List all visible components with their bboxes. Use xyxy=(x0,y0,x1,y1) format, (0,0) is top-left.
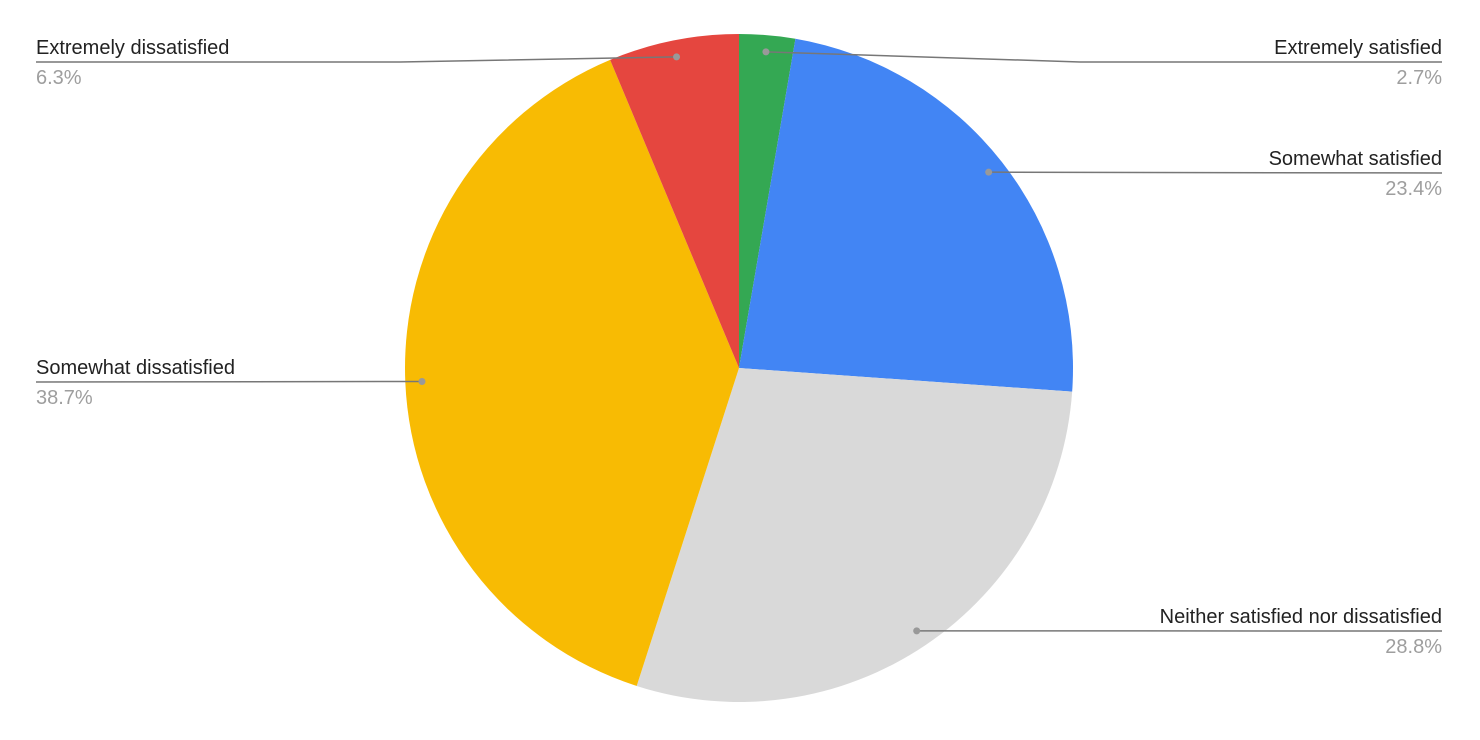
leader-line-extremely-satisfied xyxy=(765,51,1442,63)
slice-extremely-satisfied[interactable] xyxy=(739,34,796,368)
leader-dot-neither-satisfied-nor-dissatisfied xyxy=(913,627,921,635)
slice-percentage: 28.8% xyxy=(1385,636,1442,658)
slice-percentage: 23.4% xyxy=(1385,178,1442,200)
leader-dot-somewhat-satisfied xyxy=(985,168,993,176)
pie-slices xyxy=(404,34,1074,703)
leader-line-extremely-dissatisfied xyxy=(36,56,677,63)
slice-extremely-dissatisfied[interactable] xyxy=(610,34,739,368)
slice-label: Extremely dissatisfied xyxy=(36,37,229,59)
leader-dot-extremely-dissatisfied xyxy=(673,53,681,61)
slice-labels: Extremely satisfied 2.7% Somewhat satisfie… xyxy=(36,37,1442,658)
leader-line-somewhat-dissatisfied xyxy=(35,380,422,383)
slice-label: Somewhat dissatisfied xyxy=(36,357,235,379)
leader-lines xyxy=(35,48,1443,635)
leader-dot-somewhat-dissatisfied xyxy=(418,377,426,385)
slice-neither-satisfied-nor-dissatisfied[interactable] xyxy=(636,368,1073,703)
slice-percentage: 6.3% xyxy=(36,67,82,89)
slice-percentage: 2.7% xyxy=(1396,67,1442,89)
slice-label: Neither satisfied nor dissatisfied xyxy=(1160,606,1442,628)
slice-somewhat-dissatisfied[interactable] xyxy=(404,59,739,686)
leader-dot-extremely-satisfied xyxy=(762,48,770,56)
slice-label: Somewhat satisfied xyxy=(1269,148,1442,170)
leader-line-somewhat-satisfied xyxy=(988,171,1443,174)
slice-label: Extremely satisfied xyxy=(1274,37,1442,59)
slice-somewhat-satisfied[interactable] xyxy=(739,38,1074,392)
slice-percentage: 38.7% xyxy=(36,387,93,409)
